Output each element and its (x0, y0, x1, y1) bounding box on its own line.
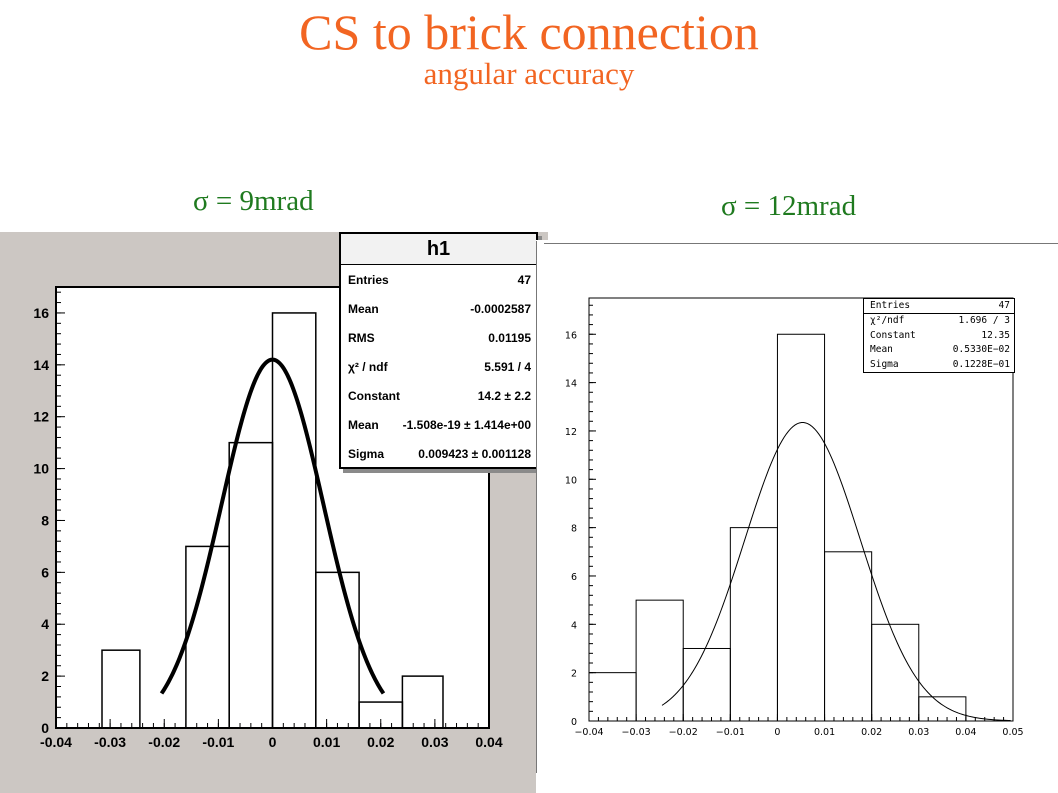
gaussian-fit-curve (159, 357, 386, 695)
x-tick-label: 0.02 (367, 734, 394, 750)
left-stats-value: -0.0002587 (470, 301, 531, 316)
x-tick-label: 0 (774, 727, 780, 738)
y-tick-label: 10 (33, 461, 49, 477)
y-tick-label: 16 (565, 330, 577, 341)
right-stats-box: Entries 47 χ²/ndf 1.696 / 3 Constant 12.35 … (863, 298, 1015, 373)
x-tick-label: 0.02 (861, 727, 882, 738)
left-stats-label: Mean (348, 417, 379, 432)
y-tick-label: 2 (571, 669, 577, 680)
left-stats-value: 5.591 / 4 (484, 359, 531, 374)
right-stats-value: 12.35 (981, 329, 1010, 341)
x-tick-label: −0.02 (669, 727, 698, 738)
histogram-bin (871, 623, 920, 722)
right-histogram-panel: −0.04 −0.03 −0.02 −0.01 0 0.01 0.02 0.03 0.04 0.0… (536, 240, 1058, 793)
left-stats-label: χ² / ndf (348, 359, 388, 374)
left-stats-label: RMS (348, 330, 375, 345)
right-stats-value: 47 (998, 300, 1010, 312)
y-tick-label: 2 (41, 668, 49, 684)
left-stats-label: Sigma (348, 446, 385, 461)
left-stats-box: h1 Entries 47 Mean -0.0002587 RMS 0.01195 χ… (339, 232, 538, 469)
histogram-bin (824, 551, 873, 722)
x-tick-label: −0.03 (622, 727, 651, 738)
histogram-bin (588, 672, 637, 722)
right-stats-label: Entries (870, 300, 911, 312)
x-tick-label: 0.05 (1002, 727, 1023, 738)
panel-divider-vertical (536, 241, 537, 773)
left-stats-title: h1 (341, 234, 536, 265)
left-sigma-label: σ = 9mrad (193, 185, 314, 217)
right-stats-label: Sigma (870, 358, 899, 370)
y-tick-label: 6 (41, 564, 49, 580)
x-tick-label: 0.03 (421, 734, 448, 750)
left-stats-row: Mean -0.0002587 (341, 294, 536, 323)
right-stats-row: Entries 47 (864, 299, 1014, 314)
right-stats-value: 0.1228E−01 (952, 358, 1010, 370)
x-tick-label: 0.03 (908, 727, 929, 738)
x-tick-label: -0.03 (94, 734, 126, 750)
histogram-bin (635, 599, 684, 722)
right-stats-value: 0.5330E−02 (952, 344, 1010, 356)
panel-divider-horizontal (544, 243, 1058, 244)
right-stats-row: χ²/ndf 1.696 / 3 (864, 314, 1014, 329)
y-tick-label: 12 (565, 427, 577, 438)
gaussian-fit-curve (661, 422, 1011, 722)
right-stats-label: Constant (870, 329, 916, 341)
right-histogram-chart: −0.04 −0.03 −0.02 −0.01 0 0.01 0.02 0.03 0.04 0.0… (565, 297, 1024, 738)
y-tick-label: 10 (565, 475, 577, 486)
slide-title: CS to brick connection (299, 4, 759, 60)
left-stats-row: Sigma 0.009423 ± 0.001128 (341, 439, 536, 468)
y-tick-label: 0 (571, 717, 577, 728)
y-tick-label: 0 (41, 720, 49, 736)
x-tick-label: 0 (269, 734, 277, 750)
y-tick-label: 8 (571, 524, 577, 535)
y-tick-label: 8 (41, 512, 49, 528)
left-stats-row: Constant 14.2 ± 2.2 (341, 381, 536, 410)
left-stats-value: 0.01195 (488, 330, 531, 345)
x-tick-label: 0.04 (955, 727, 976, 738)
histogram-bin (729, 527, 778, 722)
right-stats-label: χ²/ndf (870, 315, 905, 327)
left-stats-row: Entries 47 (341, 265, 536, 294)
left-stats-value: 0.009423 ± 0.001128 (418, 446, 531, 461)
x-tick-label: −0.04 (574, 727, 603, 738)
left-stats-row: Mean -1.508e-19 ± 1.414e+00 (341, 410, 536, 439)
histogram-bin (401, 675, 444, 729)
right-sigma-label: σ = 12mrad (721, 190, 857, 222)
x-tick-label: 0.01 (814, 727, 835, 738)
left-stats-row: χ² / ndf 5.591 / 4 (341, 352, 536, 381)
x-tick-label: −0.01 (716, 727, 745, 738)
left-stats-label: Constant (348, 388, 400, 403)
y-tick-label: 4 (571, 620, 577, 631)
left-stats-value: 47 (517, 272, 531, 287)
left-stats-value: -1.508e-19 ± 1.414e+00 (402, 417, 531, 432)
left-histogram-panel: -0.04 -0.03 -0.02 -0.01 0 0.01 0.02 0.03 0.04 0 2 4… (0, 232, 548, 793)
histogram-bin (918, 696, 967, 722)
x-tick-label: -0.04 (40, 734, 72, 750)
right-stats-row: Constant 12.35 (864, 328, 1014, 343)
x-tick-label: 0.04 (475, 734, 502, 750)
y-tick-label: 14 (565, 379, 577, 390)
right-stats-row: Mean 0.5330E−02 (864, 343, 1014, 358)
x-tick-label: 0.01 (313, 734, 340, 750)
slide-subtitle: angular accuracy (423, 56, 635, 91)
x-tick-label: -0.02 (148, 734, 180, 750)
left-stats-label: Entries (348, 272, 389, 287)
left-stats-label: Mean (348, 301, 379, 316)
histogram-bin (682, 647, 731, 722)
right-stats-row: Sigma 0.1228E−01 (864, 357, 1014, 372)
right-stats-value: 1.696 / 3 (958, 315, 1010, 327)
y-tick-label: 16 (33, 305, 49, 321)
y-tick-label: 4 (41, 616, 49, 632)
x-tick-label: -0.01 (202, 734, 234, 750)
left-stats-value: 14.2 ± 2.2 (477, 388, 531, 403)
left-stats-row: RMS 0.01195 (341, 323, 536, 352)
y-tick-label: 14 (33, 357, 49, 373)
histogram-bin (776, 333, 826, 722)
y-tick-label: 12 (33, 409, 49, 425)
right-stats-label: Mean (870, 344, 893, 356)
y-tick-label: 6 (571, 572, 577, 583)
